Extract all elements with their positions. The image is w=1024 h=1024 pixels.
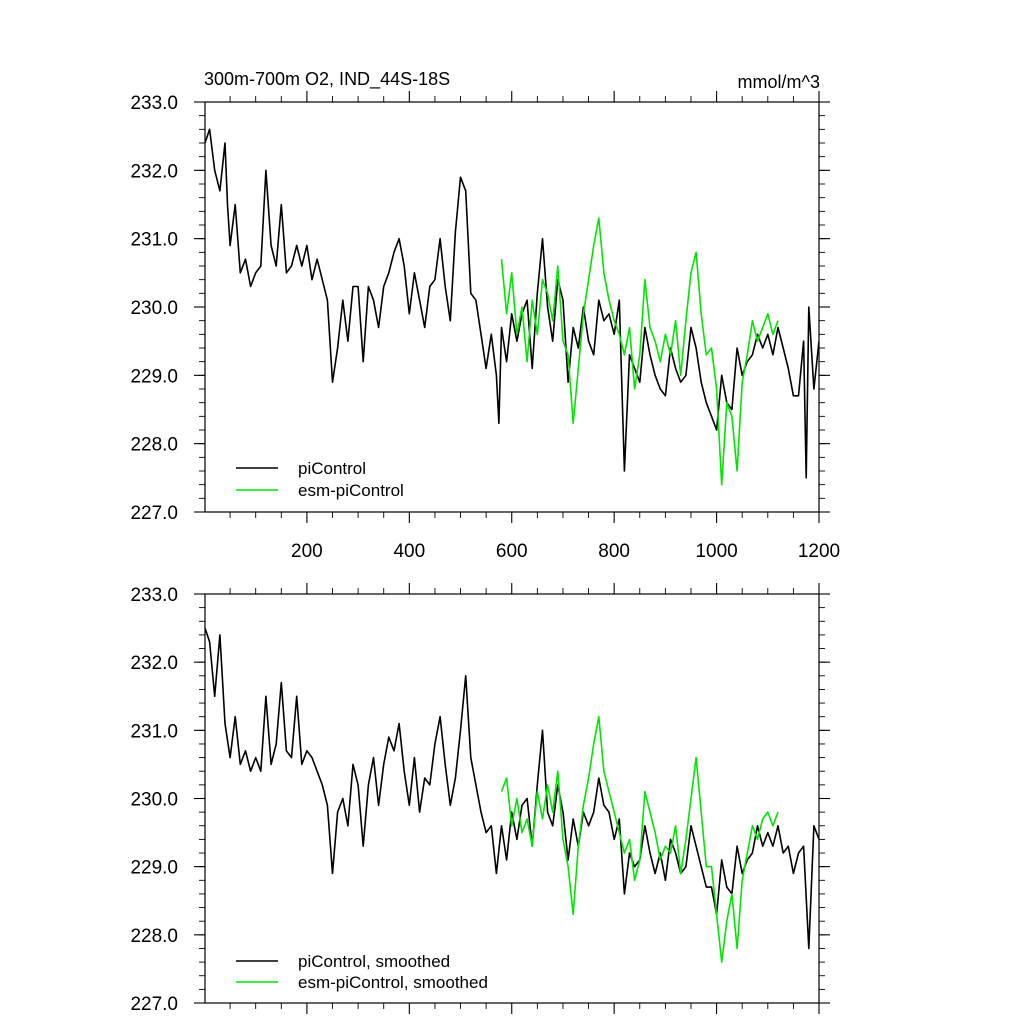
top-legend: piControl esm-piControl xyxy=(236,459,404,500)
legend-label-esm-picontrol-smoothed: esm-piControl, smoothed xyxy=(298,973,488,992)
x-tick-label: 400 xyxy=(393,541,425,562)
bottom-ticks: 227.0 228.0 229.0 230.0 231.0 232.0 233.0 xyxy=(130,583,830,1015)
y-tick-label: 232.0 xyxy=(130,653,178,674)
top-ticks: 227.0 228.0 229.0 230.0 231.0 232.0 233.0 200 40… xyxy=(130,91,840,562)
y-tick-label: 227.0 xyxy=(130,503,178,524)
x-tick-label: 1200 xyxy=(798,541,840,562)
top-plot-frame xyxy=(204,101,820,513)
bottom-series xyxy=(205,627,819,963)
plot-title: 300m-700m O2, IND_44S-18S xyxy=(204,69,450,90)
y-tick-label: 231.0 xyxy=(130,721,178,742)
units-label: mmol/m^3 xyxy=(738,72,820,92)
bottom-plot-frame xyxy=(204,593,820,1004)
y-tick-label: 233.0 xyxy=(130,585,178,606)
legend-label-picontrol-smoothed: piControl, smoothed xyxy=(298,952,450,971)
y-tick-label: 233.0 xyxy=(130,93,178,114)
series-line-esm-picontrol xyxy=(500,217,779,486)
y-tick-label: 229.0 xyxy=(130,366,178,387)
y-tick-label: 229.0 xyxy=(130,858,178,879)
legend-label-esm-picontrol: esm-piControl xyxy=(298,481,404,500)
top-clip-area xyxy=(205,128,819,486)
bottom-clip-area xyxy=(205,627,819,963)
y-tick-label: 228.0 xyxy=(130,926,178,947)
legend-label-picontrol: piControl xyxy=(298,459,366,478)
x-tick-label: 200 xyxy=(291,541,323,562)
top-series xyxy=(205,128,819,486)
y-tick-label: 231.0 xyxy=(130,230,178,251)
y-tick-label: 228.0 xyxy=(130,435,178,456)
y-tick-label: 230.0 xyxy=(130,790,178,811)
x-tick-label: 800 xyxy=(598,541,630,562)
x-tick-label: 1000 xyxy=(695,541,737,562)
y-tick-label: 227.0 xyxy=(130,994,178,1015)
series-line-esm-picontrol-smoothed xyxy=(500,715,779,963)
series-line-picontrol-smoothed xyxy=(205,627,819,950)
x-tick-label: 600 xyxy=(496,541,528,562)
panel-bottom: 227.0 228.0 229.0 230.0 231.0 232.0 233.0 piCo… xyxy=(130,583,830,1015)
series-line-picontrol xyxy=(205,128,819,479)
bottom-legend: piControl, smoothed esm-piControl, smoot… xyxy=(236,952,488,992)
y-tick-label: 232.0 xyxy=(130,161,178,182)
panel-top: 300m-700m O2, IND_44S-18S mmol/m^3 227.0… xyxy=(130,69,840,562)
y-tick-label: 230.0 xyxy=(130,298,178,319)
